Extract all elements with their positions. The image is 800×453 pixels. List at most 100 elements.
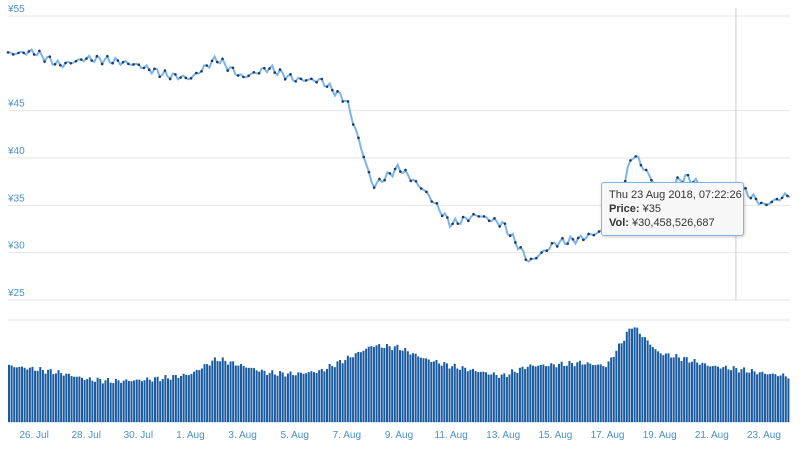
x-tick-label: 5. Aug [281, 430, 309, 441]
price-marker [399, 170, 402, 173]
volume-bar [404, 347, 407, 422]
price-marker [32, 53, 36, 56]
volume-bar [633, 327, 636, 422]
price-marker [43, 60, 46, 63]
price-marker [69, 61, 73, 65]
volume-bar [302, 373, 305, 422]
volume-bar [156, 376, 159, 422]
price-marker [189, 76, 193, 80]
price-marker [597, 230, 601, 233]
volume-bar [125, 379, 128, 422]
price-marker [184, 76, 188, 80]
price-marker [48, 55, 52, 58]
price-marker [6, 51, 10, 54]
volume-bar [419, 357, 422, 422]
price-marker [142, 66, 146, 70]
price-marker [650, 178, 653, 182]
price-marker [759, 201, 763, 205]
volume-bar [445, 363, 448, 422]
price-marker [273, 71, 277, 74]
price-marker [90, 59, 93, 62]
price-marker [226, 69, 229, 72]
volume-bar [28, 367, 31, 422]
volume-bar [612, 356, 615, 422]
price-marker [775, 197, 779, 201]
volume-bar [226, 364, 229, 422]
price-marker [770, 200, 773, 204]
volume-bar [143, 380, 146, 422]
price-marker [315, 80, 318, 84]
volume-bar [730, 370, 733, 422]
volume-bar [117, 380, 120, 422]
volume-bar [722, 367, 725, 422]
volume-bar [44, 373, 47, 422]
volume-bar [508, 374, 511, 422]
volume-bar [487, 374, 490, 422]
volume-bar [451, 366, 454, 422]
volume-bar [112, 383, 115, 422]
volume-bar [706, 365, 709, 422]
volume-bar [312, 372, 315, 422]
price-marker [257, 71, 261, 75]
volume-bar [558, 364, 561, 422]
volume-bar [586, 362, 589, 422]
volume-bar [198, 370, 201, 422]
volume-bar [41, 369, 44, 422]
tooltip-price-label: Price: [609, 203, 640, 215]
volume-bar [779, 375, 782, 422]
volume-bar [263, 370, 266, 422]
x-tick-label: 21. Aug [695, 430, 729, 441]
volume-bar [412, 353, 415, 422]
volume-bar [39, 367, 42, 422]
volume-bar [73, 376, 76, 422]
volume-bar [94, 381, 97, 422]
volume-bar [693, 359, 696, 422]
volume-bar [589, 363, 592, 422]
volume-bar [464, 367, 467, 422]
volume-bar [396, 344, 399, 422]
price-marker [419, 187, 423, 190]
tooltip-date: Thu 23 Aug 2018, 07:22:26 [609, 189, 742, 201]
x-tick-label: 3. Aug [228, 430, 256, 441]
volume-bar [604, 367, 607, 422]
volume-bar [339, 359, 342, 422]
volume-bar [305, 373, 308, 422]
volume-bar [120, 382, 123, 422]
volume-bar [534, 366, 537, 422]
volume-bar [753, 371, 756, 422]
price-marker [242, 75, 245, 79]
volume-bar [568, 360, 571, 422]
volume-bar [276, 375, 279, 422]
x-tick-label: 9. Aug [385, 430, 413, 441]
price-marker [508, 234, 512, 237]
volume-bar [346, 355, 349, 422]
volume-bar [297, 372, 300, 422]
volume-bar [737, 372, 740, 422]
volume-bar [776, 376, 779, 422]
volume-bar [354, 353, 357, 422]
volume-bar [425, 358, 428, 422]
volume-bar [200, 368, 203, 422]
price-marker [644, 168, 648, 172]
price-marker [467, 219, 470, 223]
volume-bar [784, 376, 787, 422]
volume-bar [114, 378, 117, 422]
volume-bar [245, 367, 248, 422]
volume-bar [573, 366, 576, 422]
price-marker [325, 85, 329, 88]
volume-bar [599, 364, 602, 422]
price-marker [252, 70, 256, 74]
volume-bar [328, 363, 331, 422]
price-marker [362, 155, 365, 159]
volume-bar [696, 362, 699, 422]
volume-bar [127, 380, 130, 422]
volume-bar [740, 369, 743, 422]
volume-bar [406, 351, 409, 422]
volume-bar [469, 369, 472, 422]
volume-bar [709, 366, 712, 422]
volume-bar [52, 374, 55, 422]
volume-bar [211, 360, 214, 422]
volume-bar [453, 363, 456, 422]
volume-bar [458, 369, 461, 422]
